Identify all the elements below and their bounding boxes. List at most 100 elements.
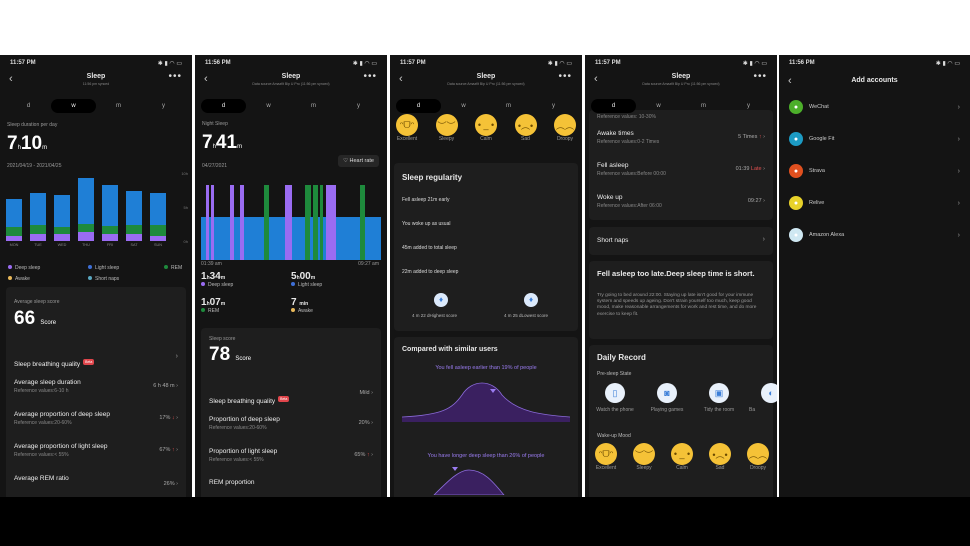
mood-sad[interactable]: •︵• Sad <box>709 443 731 471</box>
back-icon[interactable]: ‹ <box>204 73 208 85</box>
droopy-emoji-icon: ︵︵ <box>747 443 769 465</box>
tab-day[interactable]: d <box>396 99 441 113</box>
mood-droopy[interactable]: ︵︵ Droopy <box>554 114 576 142</box>
stage-light <box>365 217 382 260</box>
short-naps-row[interactable]: Short naps › <box>589 227 773 255</box>
pre-sleep-bath[interactable]: ◐ Ba <box>749 383 777 413</box>
account-row[interactable]: ● Strava › <box>789 155 960 187</box>
period-tabs: d w m y <box>6 99 186 113</box>
bucket-icon: ▣ <box>709 383 729 403</box>
mood-sleepy[interactable]: ︶︶ Sleepy <box>435 114 458 142</box>
tab-year[interactable]: y <box>747 103 750 109</box>
tab-day[interactable]: d <box>26 103 31 109</box>
back-icon[interactable]: ‹ <box>594 73 598 85</box>
stage-rem <box>304 185 311 260</box>
avg-deep-row[interactable]: Average proportion of deep sleep Referenc… <box>14 411 178 426</box>
day-label: MON <box>9 243 19 247</box>
account-row[interactable]: ● WeChat › <box>789 91 960 123</box>
sleep-week-screen: 11:57 PM ✱ ▮ ◠ ▭ ‹ Sleep 11:56 pm synced… <box>0 55 192 497</box>
tab-year[interactable]: y <box>162 103 165 109</box>
mood-sad[interactable]: •︵• Sad <box>514 114 537 142</box>
breathing-row[interactable]: Sleep breathing quality Beta Mild › <box>209 390 373 405</box>
day-label: SUN <box>153 243 163 247</box>
avg-rem-row[interactable]: Average REM ratio 26% › <box>14 475 178 487</box>
bar-deep <box>150 235 166 241</box>
account-row[interactable]: ● Amazon Alexa › <box>789 219 960 251</box>
period-tabs: d w m y <box>396 99 576 113</box>
status-time: 11:56 PM <box>789 60 815 66</box>
avg-duration-row[interactable]: Average sleep duration Reference values:6… <box>14 379 178 394</box>
stage-light <box>317 217 321 260</box>
awake-times-row[interactable]: Awake times Reference values:0-2 Times 5 T… <box>597 130 765 145</box>
mood-excellent[interactable]: ᵔᗜᵔ Excellent <box>595 443 617 471</box>
account-name: Amazon Alexa <box>809 232 845 238</box>
tab-month[interactable]: m <box>116 103 121 109</box>
highest-score-icon: ♦ <box>434 293 448 307</box>
tab-year[interactable]: y <box>357 103 360 109</box>
deep-distribution-curve <box>433 467 505 495</box>
tab-week[interactable]: w <box>461 103 466 109</box>
breathing-row[interactable]: Sleep breathing quality Beta › <box>14 353 178 368</box>
account-name: Relive <box>809 200 825 206</box>
mood-calm[interactable]: • _ • Calm <box>671 443 693 471</box>
bar-rem <box>150 225 166 236</box>
more-icon[interactable]: ••• <box>168 71 182 82</box>
chevron-right-icon: › <box>175 353 178 360</box>
regularity-item: You woke up as usual <box>402 221 451 227</box>
heart-rate-button[interactable]: ♡ Heart rate <box>338 155 379 167</box>
score-label: Average sleep score <box>14 299 60 305</box>
tab-month[interactable]: m <box>506 103 511 109</box>
deep-proportion-row[interactable]: Proportion of deep sleep Reference values… <box>209 416 373 431</box>
light-proportion-row[interactable]: Proportion of light sleep Reference value… <box>209 448 373 463</box>
period-tabs: d w m y <box>591 99 771 113</box>
tab-week[interactable]: w <box>656 103 661 109</box>
tab-week[interactable]: w <box>51 99 96 113</box>
mood-sleepy[interactable]: ︶︶ Sleepy <box>633 443 655 471</box>
pre-sleep-games[interactable]: ◙ Playing games <box>645 383 689 413</box>
stage-light <box>201 217 207 260</box>
phone-icon: ▯ <box>605 383 625 403</box>
bar-rem <box>30 224 46 235</box>
laugh-emoji-icon: ᵔᗜᵔ <box>396 114 418 136</box>
daily-record-title: Daily Record <box>597 353 646 362</box>
avg-light-row[interactable]: Average proportion of light sleep Referen… <box>14 443 178 458</box>
pre-sleep-tidy[interactable]: ▣ Tidy the room <box>697 383 741 413</box>
pre-sleep-phone[interactable]: ▯ Watch the phone <box>593 383 637 413</box>
status-time: 11:56 PM <box>205 60 231 66</box>
tab-day[interactable]: d <box>591 99 636 113</box>
wake-mood-row: ᵔᗜᵔ Excellent ︶︶ Sleepy • _ • Calm •︵• Sad ︵… <box>595 443 769 471</box>
woke-up-row[interactable]: Woke up Reference values:After 06:00 09:27… <box>597 194 765 209</box>
wechat-icon: ● <box>789 100 803 114</box>
mood-droopy[interactable]: ︵︵ Droopy <box>747 443 769 471</box>
back-icon[interactable]: ‹ <box>788 75 792 87</box>
page-subtitle: 11:56 pm synced <box>82 82 110 86</box>
tab-week[interactable]: w <box>266 103 271 109</box>
account-row[interactable]: ● Google Fit › <box>789 123 960 155</box>
more-icon[interactable]: ••• <box>558 71 572 82</box>
bar-light <box>126 190 142 226</box>
more-icon[interactable]: ••• <box>753 71 767 82</box>
advice-body: Try going to bed around 22:00. Staying u… <box>597 293 757 317</box>
tab-month[interactable]: m <box>311 103 316 109</box>
back-icon[interactable]: ‹ <box>9 73 13 85</box>
more-icon[interactable]: ••• <box>363 71 377 82</box>
fell-asleep-row[interactable]: Fell asleep Reference values:Before 00:00… <box>597 162 765 177</box>
mood-excellent[interactable]: ᵔᗜᵔ Excellent <box>396 114 418 142</box>
stage-light <box>335 217 360 260</box>
bath-icon: ◐ <box>761 383 777 403</box>
sad-emoji-icon: •︵• <box>514 114 537 136</box>
bar-deep <box>78 232 94 241</box>
stat-light: 5h00m Light sleep <box>291 271 323 288</box>
account-row[interactable]: ● Relive › <box>789 187 960 219</box>
back-icon[interactable]: ‹ <box>399 73 403 85</box>
advice-title: Fell asleep too late.Deep sleep time is … <box>597 269 755 278</box>
mood-calm[interactable]: • _ • Calm <box>475 114 497 142</box>
tab-month[interactable]: m <box>701 103 706 109</box>
rem-proportion-row[interactable]: REM proportion <box>209 479 255 486</box>
wake-mood-label: Wake-up Mood <box>597 433 631 439</box>
bar-rem <box>6 226 22 236</box>
tab-year[interactable]: y <box>552 103 555 109</box>
bar-deep <box>6 235 22 241</box>
tab-day[interactable]: d <box>201 99 246 113</box>
alexa-icon: ● <box>789 228 803 242</box>
